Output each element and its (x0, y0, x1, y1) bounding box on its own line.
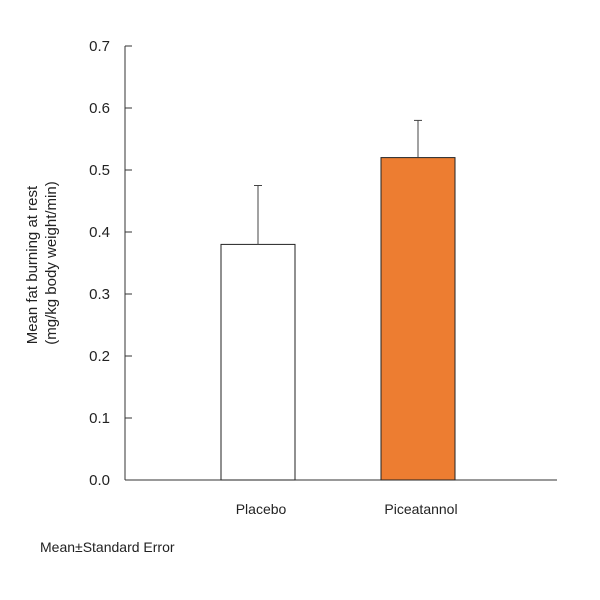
y-tick-label: 0.3 (89, 286, 110, 303)
bar-piceatannol (380, 157, 456, 481)
footnote: Mean±Standard Error (40, 539, 175, 555)
y-tick-label: 0.2 (89, 348, 110, 365)
y-tick-label: 0.5 (89, 162, 110, 179)
bar-placebo (220, 243, 296, 481)
y-axis-label: Mean fat burning at rest (mg/kg body wei… (24, 181, 60, 344)
x-category-label: Piceatannol (384, 501, 457, 517)
y-tick-label: 0.0 (89, 472, 110, 489)
y-tick-label: 0.6 (89, 100, 110, 117)
y-tick-label: 0.7 (89, 38, 110, 55)
x-category-label: Placebo (236, 501, 287, 517)
y-axis-label-line-1: Mean fat burning at rest (24, 185, 41, 344)
plot-area: 0.0 0.1 0.2 0.3 0.4 0.5 0.6 0.7 Placebo Piceatann… (89, 38, 557, 517)
y-axis-label-line-2: (mg/kg body weight/min) (43, 181, 60, 344)
y-tick-label: 0.4 (89, 224, 110, 241)
y-tick-label: 0.1 (89, 410, 110, 427)
